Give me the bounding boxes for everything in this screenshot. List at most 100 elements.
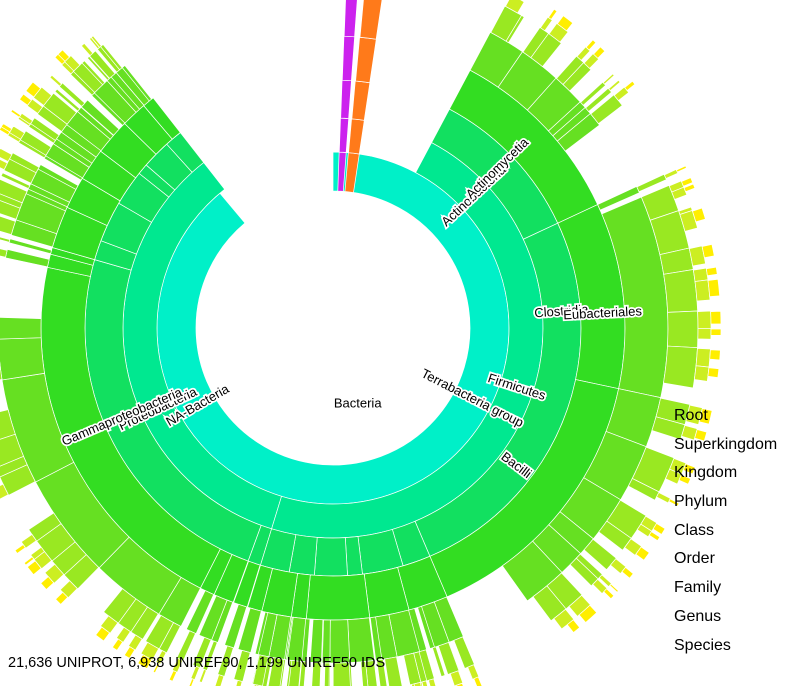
legend-item-phylum[interactable]: Phylum bbox=[674, 493, 728, 511]
terra-c-class-node-2-order-node-2-family-node-0[interactable] bbox=[324, 662, 330, 686]
gamma-order-node-4[interactable] bbox=[0, 337, 45, 381]
terra-c-class-node-2-order-node-0-family-node-1[interactable] bbox=[360, 661, 369, 686]
na-c-class-node-0-order-node-1-family-node-1[interactable] bbox=[0, 192, 23, 209]
sunburst-superkingdom-0-order[interactable] bbox=[343, 0, 358, 38]
eubacteriales-family-node-4[interactable] bbox=[667, 310, 699, 349]
actinomycetia-order-node-1-family-node-1-genus-node-0-species-node-0[interactable] bbox=[556, 15, 574, 32]
actinomycetia-order-node-1-family-node-0-genus-node-0-species-node-0[interactable] bbox=[547, 8, 558, 20]
gamma-order-node-2-family-node-2-genus-node-1-species-node-0[interactable] bbox=[23, 556, 35, 566]
gamma-order-node-2-family-node-0-genus-node-0-species-node-0[interactable] bbox=[55, 591, 69, 605]
legend-item-kingdom[interactable]: Kingdom bbox=[674, 464, 738, 482]
na-c-class-node-5-order-node-0-family-node-0-genus-node-0[interactable] bbox=[88, 36, 100, 50]
gamma-order-node-3-family-node-0-genus-node-0[interactable] bbox=[0, 483, 9, 500]
eubacteriales-family-node-5-genus-node-0[interactable] bbox=[695, 347, 711, 368]
gamma-order-node-3-family-node-3[interactable] bbox=[0, 409, 16, 444]
bacilli-order-node-2-family-node-0-genus-node-1-species-node-0[interactable] bbox=[648, 531, 661, 542]
na-b-phylum-node-5-class-node-0-order-node-0-family-node-0-genus-node-0[interactable] bbox=[80, 42, 94, 57]
na-c-class-node-2-order-node-1-family-node-0-genus-node-0[interactable] bbox=[17, 116, 31, 127]
na-phylum-node-0-class-node-0-order-node-0-family-node-0-genus-node-0[interactable] bbox=[214, 674, 225, 686]
na-c-class-node-4-order-node-1-family-node-0[interactable] bbox=[86, 55, 110, 81]
gamma-order-node-2-family-node-3-genus-node-0-species-node-0[interactable] bbox=[14, 544, 26, 554]
sunburst-superkingdom-1-order[interactable] bbox=[359, 0, 383, 40]
clostridia-order-node-0-family-node-0-genus-node-0-species-node-0[interactable] bbox=[675, 165, 687, 173]
na-c-class-node-1-order-node-0-family-node-0[interactable] bbox=[0, 172, 31, 189]
eubacteriales-family-node-0-genus-node-1-species-node-0[interactable] bbox=[683, 183, 696, 193]
bacilli-order-node-4-family-node-0-genus-node-0-species-node-0[interactable] bbox=[609, 583, 619, 593]
actinomycetia-order-node-5-family-node-0-genus-node-0-species-node-0[interactable] bbox=[624, 80, 636, 92]
eubacteriales-family-node-5-genus-node-0-species-node-0[interactable] bbox=[709, 349, 721, 361]
gamma-order-node-0-family-node-1-genus-node-0-species-node-0[interactable] bbox=[137, 654, 153, 670]
actinomycetia-order-node-2-family-node-1-genus-node-0-species-node-0[interactable] bbox=[593, 46, 606, 59]
bacilli-order-node-0-family-node-1-genus-node-0-species-node-0[interactable] bbox=[694, 429, 708, 442]
actinomycetia-order-node-3-family-node-0-genus-node-0[interactable] bbox=[602, 73, 615, 85]
na-c-class-node-1-order-node-1-family-node-0-genus-node-0[interactable] bbox=[0, 157, 8, 171]
eubacteriales-family-node-5[interactable] bbox=[663, 345, 698, 389]
actinomycetia-order-node-2-family-node-0-genus-node-0-species-node-0[interactable] bbox=[585, 39, 597, 51]
clostridia-order-node-0-family-node-0-genus-node-0[interactable] bbox=[663, 168, 679, 179]
sunburst-superkingdom-1-class[interactable] bbox=[355, 36, 377, 84]
terra-phylum-node-3-class-node-1-order-node-1-family-node-0[interactable] bbox=[311, 662, 322, 686]
terra-c-class-node-4-order-node-0-family-node-0[interactable] bbox=[267, 657, 285, 686]
bacilli-order-node-1-family-node-1-genus-node-0-species-node-0[interactable] bbox=[668, 498, 680, 507]
eubacteriales-family-node-1-genus-node-1-species-node-0[interactable] bbox=[692, 207, 706, 223]
na-c-class-node-3-order-node-1-family-node-0[interactable] bbox=[54, 88, 81, 112]
bacilli-order-node-1-family-node-1-genus-node-0[interactable] bbox=[656, 492, 671, 504]
gamma-order-node-2-family-node-1-genus-node-0-species-node-0[interactable] bbox=[40, 576, 55, 590]
sunburst-superkingdom-0-phylum[interactable] bbox=[340, 79, 352, 119]
eubacteriales-family-node-5-genus-node-1[interactable] bbox=[693, 365, 710, 382]
bacilli-order-node-1-family-node-0-genus-node-0-species-node-0[interactable] bbox=[682, 463, 696, 475]
gamma-order-node-1-family-node-2-genus-node-0-species-node-0[interactable] bbox=[95, 626, 111, 642]
na-c-class-node-3-order-node-0-family-node-0-genus-node-0-species-node-0[interactable] bbox=[25, 81, 42, 98]
eubacteriales-family-node-4-genus-node-1[interactable] bbox=[697, 328, 712, 340]
na-b-phylum-node-2-class-node-1-order-node-0-family-node-0-genus-node-0-species-node-0[interactable] bbox=[10, 109, 22, 118]
eubacteriales-family-node-3-genus-node-0-species-node-0[interactable] bbox=[705, 266, 718, 277]
bacilli-order-node-2-family-node-0-genus-node-0-species-node-0[interactable] bbox=[652, 523, 666, 535]
na-c-class-node-0-order-node-0-family-node-0[interactable] bbox=[0, 212, 16, 235]
bacilli-order-node-2-family-node-1-genus-node-0-species-node-0[interactable] bbox=[635, 546, 650, 561]
actinomycetia-order-node-0-family-node-0-genus-node-0[interactable] bbox=[505, 0, 525, 14]
na-b-phylum-node-4-class-node-0-order-node-0-family-node-0-genus-node-0[interactable] bbox=[49, 74, 63, 87]
proteo-b-class-node-0-order-node-0[interactable] bbox=[5, 248, 50, 268]
eubacteriales-family-node-3[interactable] bbox=[663, 269, 698, 313]
na-b-phylum-node-2-class-node-1-order-node-1-family-node-0-genus-node-0-species-node-0[interactable] bbox=[19, 93, 32, 106]
bacilli-order-node-5-family-node-0-genus-node-0-species-node-0[interactable] bbox=[578, 604, 598, 623]
proteo-b-class-node-1-order-node-0-family-node-0[interactable] bbox=[0, 232, 11, 243]
terra-c-class-node-0-order-node-0-family-node-0-genus-node-0-species-node-0[interactable] bbox=[473, 676, 483, 686]
sunburst-superkingdom-0-kingdom[interactable] bbox=[338, 117, 350, 153]
eubacteriales-family-node-0-genus-node-0-species-node-0[interactable] bbox=[681, 177, 694, 187]
legend-item-class[interactable]: Class bbox=[674, 521, 715, 539]
terra-c-class-node-5-order-node-0-family-node-0-genus-node-0[interactable] bbox=[234, 679, 243, 686]
proteo-b-class-node-0-order-node-0-family-node-0[interactable] bbox=[0, 243, 8, 258]
eubacteriales-family-node-3-genus-node-1[interactable] bbox=[694, 279, 711, 302]
sunburst-superkingdom-1-kingdom[interactable] bbox=[348, 118, 365, 155]
sunburst-superkingdom-0-class[interactable] bbox=[341, 35, 356, 82]
eubacteriales-family-node-4-genus-node-1-species-node-0[interactable] bbox=[710, 328, 722, 336]
eubacteriales-family-node-3-genus-node-1-species-node-0[interactable] bbox=[707, 278, 721, 298]
terra-phylum-node-1-class-node-0-order-node-0-family-node-0-genus-node-0[interactable] bbox=[428, 678, 438, 686]
actinomycetia-order-node-4-family-node-0-genus-node-0[interactable] bbox=[608, 79, 621, 92]
eubacteriales-family-node-4-genus-node-0[interactable] bbox=[697, 310, 712, 329]
na-c-class-node-2-order-node-0-family-node-0-genus-node-0-species-node-0[interactable] bbox=[0, 123, 13, 133]
gamma-order-node-0-family-node-0-genus-node-0-species-node-0[interactable] bbox=[152, 662, 161, 674]
na-c-class-node-4-order-node-0-family-node-0-genus-node-0-species-node-0[interactable] bbox=[57, 49, 70, 62]
legend-item-species[interactable]: Species bbox=[674, 636, 731, 654]
terra-c-class-node-0-order-node-1-family-node-0-genus-node-0-species-node-0[interactable] bbox=[455, 682, 465, 686]
eubacteriales-family-node-2-genus-node-0-species-node-0[interactable] bbox=[701, 243, 715, 259]
eubacteriales-family-node-4-genus-node-0-species-node-0[interactable] bbox=[710, 310, 722, 325]
actinomycetia-order-node-0-family-node-1[interactable] bbox=[505, 14, 525, 44]
gamma-order-node-2-family-node-2-genus-node-0-species-node-0[interactable] bbox=[26, 560, 42, 576]
terra-c-class-node-1-order-node-0-family-node-0-genus-node-0[interactable] bbox=[421, 680, 430, 686]
gamma-order-node-1-family-node-0-genus-node-0-species-node-0[interactable] bbox=[123, 646, 136, 659]
eubacteriales-family-node-3-genus-node-0[interactable] bbox=[692, 267, 709, 282]
bacilli-order-node-5-family-node-1-genus-node-0-species-node-0[interactable] bbox=[566, 619, 581, 634]
terra-c-class-node-1-order-node-0-family-node-1-genus-node-0[interactable] bbox=[413, 681, 423, 686]
terra-phylum-node-3[interactable] bbox=[313, 537, 348, 577]
proteo-class-node-0-order-node-1-family-node-0-genus-node-0-species-node-0[interactable] bbox=[188, 678, 195, 686]
bacilli-order-node-1-family-node-0-genus-node-1-species-node-0[interactable] bbox=[678, 474, 691, 485]
terra-c-class-node-3-order-node-0-family-node-0[interactable] bbox=[288, 660, 302, 686]
bacilli-order-node-0-family-node-0-genus-node-0-species-node-0[interactable] bbox=[698, 408, 713, 425]
legend-item-genus[interactable]: Genus bbox=[674, 607, 722, 625]
proteo-class-node-0-order-node-0-family-node-0-genus-node-0[interactable] bbox=[198, 668, 207, 683]
legend-item-family[interactable]: Family bbox=[674, 579, 722, 597]
proteo-class-node-1-order-node-0-family-node-0-genus-node-0-species-node-0[interactable] bbox=[168, 670, 178, 682]
